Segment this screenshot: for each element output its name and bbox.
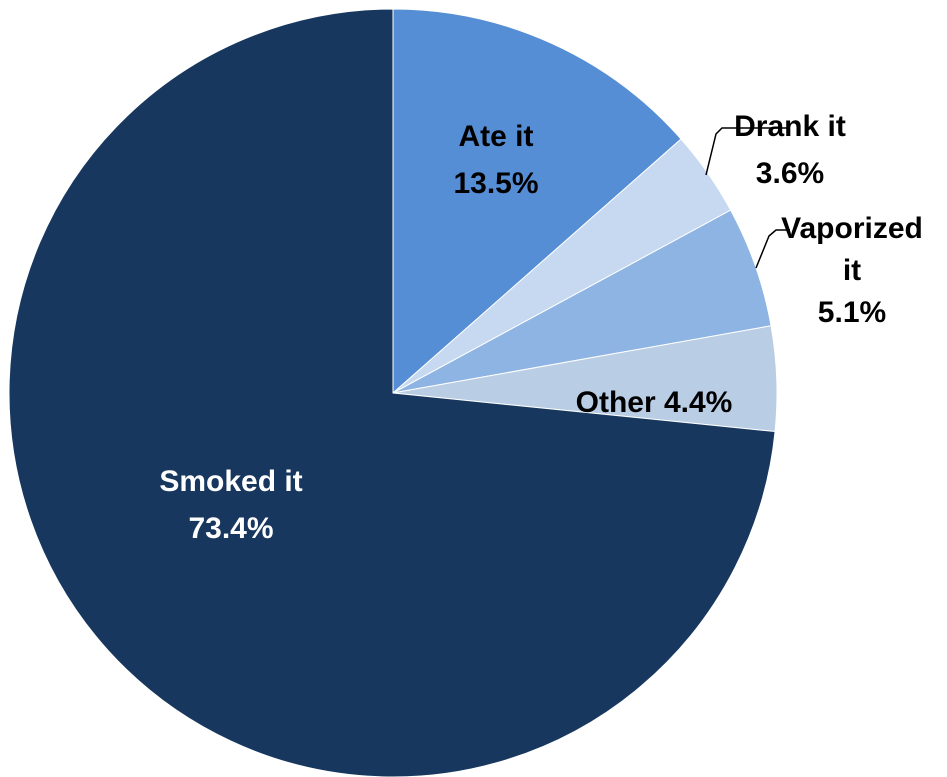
- slice-label-vaporized: it: [843, 254, 861, 287]
- slice-label-vaporized-percent: 5.1%: [818, 296, 886, 329]
- slice-label-smoked-it-percent: 73.4%: [188, 512, 273, 545]
- slice-label-smoked-it: Smoked it: [159, 465, 302, 498]
- slice-label-vaporized: Vaporized: [781, 212, 923, 245]
- slice-label-drank-it: Drank it: [734, 110, 846, 143]
- slice-label-ate-it-percent: 13.5%: [453, 167, 538, 200]
- slice-label-other-4-4: Other 4.4%: [576, 386, 733, 419]
- slice-label-ate-it: Ate it: [459, 120, 534, 153]
- slice-label-drank-it-percent: 3.6%: [756, 157, 824, 190]
